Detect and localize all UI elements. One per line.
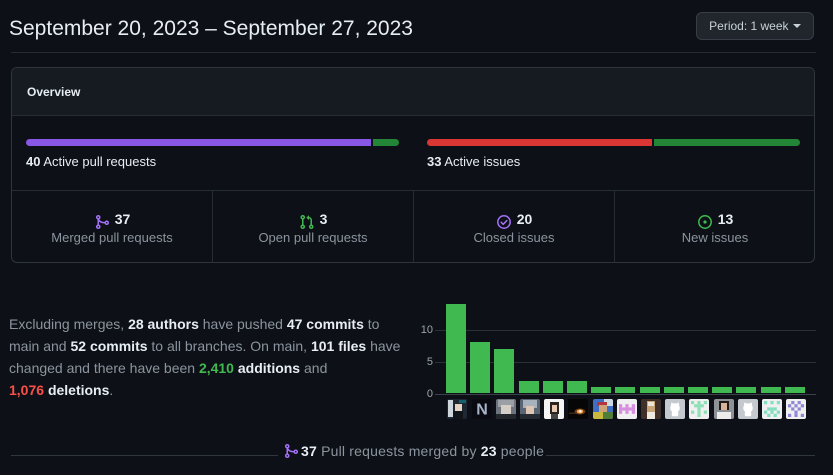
svg-text:N: N [476, 402, 488, 419]
